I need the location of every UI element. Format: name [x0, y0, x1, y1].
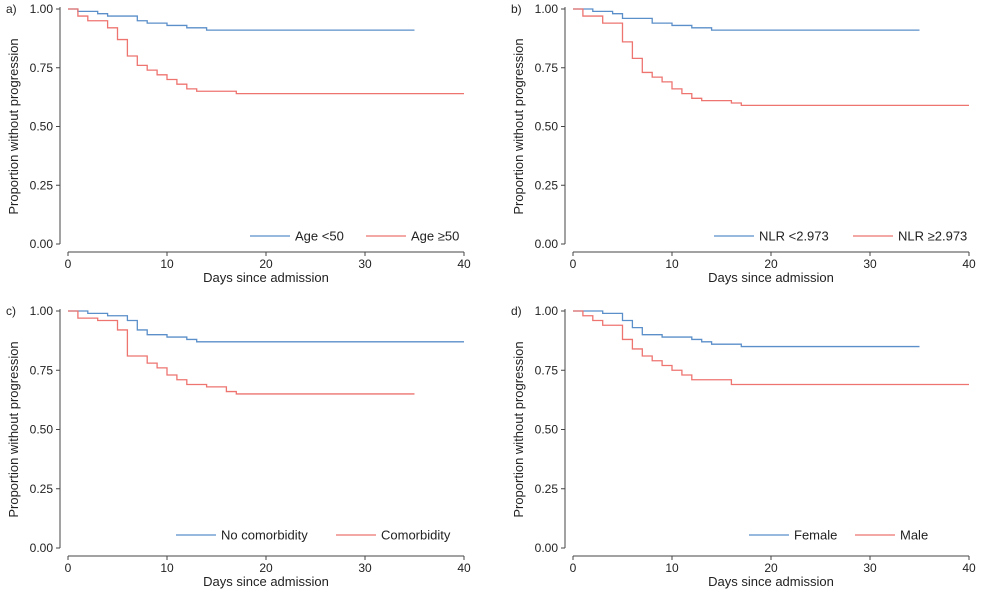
panel-c-x-tick-label: 10: [160, 561, 174, 575]
panel-d-x-tick-label: 10: [665, 561, 679, 575]
panel-d-legend-label-2: Male: [900, 528, 928, 543]
panel-a-series-2-curve: [68, 8, 464, 95]
panel-b-x-tick-label: 0: [570, 257, 577, 271]
panel-d-y-axis-title: Proportion without progression: [511, 341, 526, 517]
panel-d-y-tick-label: 0.75: [535, 363, 559, 377]
panel-c-x-tick-label: 30: [358, 561, 372, 575]
panel-b-y-tick-label: 0.50: [535, 120, 559, 134]
panel-c-x-tick-label: 40: [457, 561, 471, 575]
panel-b-y-tick-label: 0.25: [535, 178, 559, 192]
panel-c-y-axis-title: Proportion without progression: [6, 341, 21, 517]
panel-b-x-axis-title: Days since admission: [708, 270, 834, 285]
panel-a-y-tick-label: 0.00: [30, 237, 54, 251]
panel-b-legend-label-1: NLR <2.973: [759, 229, 829, 244]
panel-b-x-tick-label: 20: [764, 257, 778, 271]
panel-b-series-1-curve: [573, 8, 920, 31]
panel-d-x-tick-label: 30: [863, 561, 877, 575]
panel-c-y-tick-label: 0.25: [30, 482, 54, 496]
panel-b-series-2-curve: [573, 8, 969, 106]
panel-c-letter: c): [6, 304, 16, 318]
panel-a-x-tick-label: 20: [259, 257, 273, 271]
panel-b-x-tick-label: 30: [863, 257, 877, 271]
panel-a-series-1-curve: [68, 8, 415, 31]
panel-c-x-axis-title: Days since admission: [203, 574, 329, 589]
panel-d-x-tick-label: 20: [764, 561, 778, 575]
panel-d-y-tick-label: 0.25: [535, 482, 559, 496]
panel-c-series-1-curve: [68, 310, 464, 343]
panel-c-x-tick-label: 0: [65, 561, 72, 575]
panel-c-legend-label-1: No comorbidity: [221, 528, 308, 543]
panel-b-letter: b): [511, 2, 522, 16]
panel-c-y-tick-label: 0.50: [30, 423, 54, 437]
panel-b-x-tick-label: 40: [962, 257, 976, 271]
panel-c-x-tick-label: 20: [259, 561, 273, 575]
panel-c-y-tick-label: 0.75: [30, 363, 54, 377]
panel-d-y-tick-label: 0.50: [535, 423, 559, 437]
panel-d-y-tick-label: 1.00: [535, 304, 559, 318]
panel-b-y-axis-title: Proportion without progression: [511, 38, 526, 214]
panel-d-y-tick-label: 0.00: [535, 541, 559, 555]
panel-b-y-tick-label: 1.00: [535, 2, 559, 16]
panel-b-y-tick-label: 0.00: [535, 237, 559, 251]
panel-c-legend-label-2: Comorbidity: [381, 528, 451, 543]
panel-a-y-tick-label: 1.00: [30, 2, 54, 16]
panel-d-x-axis-title: Days since admission: [708, 574, 834, 589]
panel-a-y-tick-label: 0.50: [30, 120, 54, 134]
panel-d-legend-label-1: Female: [794, 528, 837, 543]
panel-a-x-tick-label: 30: [358, 257, 372, 271]
panel-b-legend-label-2: NLR ≥2.973: [898, 229, 967, 244]
panel-b-y-tick-label: 0.75: [535, 61, 559, 75]
panel-d-series-2-curve: [573, 310, 969, 386]
panel-d-x-tick-label: 0: [570, 561, 577, 575]
panel-d-series-1-curve: [573, 310, 920, 348]
panel-a-legend-label-2: Age ≥50: [411, 229, 459, 244]
panel-a-x-axis-title: Days since admission: [203, 270, 329, 285]
panel-d-letter: d): [511, 304, 522, 318]
panel-d-x-tick-label: 40: [962, 561, 976, 575]
panel-c-series-2-curve: [68, 310, 415, 395]
panel-c-y-tick-label: 1.00: [30, 304, 54, 318]
panel-a-y-tick-label: 0.25: [30, 178, 54, 192]
panel-c-y-tick-label: 0.00: [30, 541, 54, 555]
panel-a-y-tick-label: 0.75: [30, 61, 54, 75]
panel-a-x-tick-label: 10: [160, 257, 174, 271]
panel-a-x-tick-label: 40: [457, 257, 471, 271]
panel-a-x-tick-label: 0: [65, 257, 72, 271]
panel-a-legend-label-1: Age <50: [295, 229, 344, 244]
panel-a-y-axis-title: Proportion without progression: [6, 38, 21, 214]
panel-a-letter: a): [6, 2, 17, 16]
panel-b-x-tick-label: 10: [665, 257, 679, 271]
